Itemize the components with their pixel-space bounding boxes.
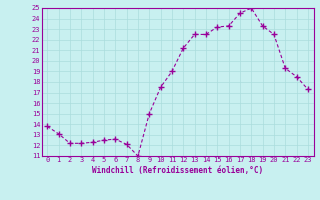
- X-axis label: Windchill (Refroidissement éolien,°C): Windchill (Refroidissement éolien,°C): [92, 166, 263, 175]
